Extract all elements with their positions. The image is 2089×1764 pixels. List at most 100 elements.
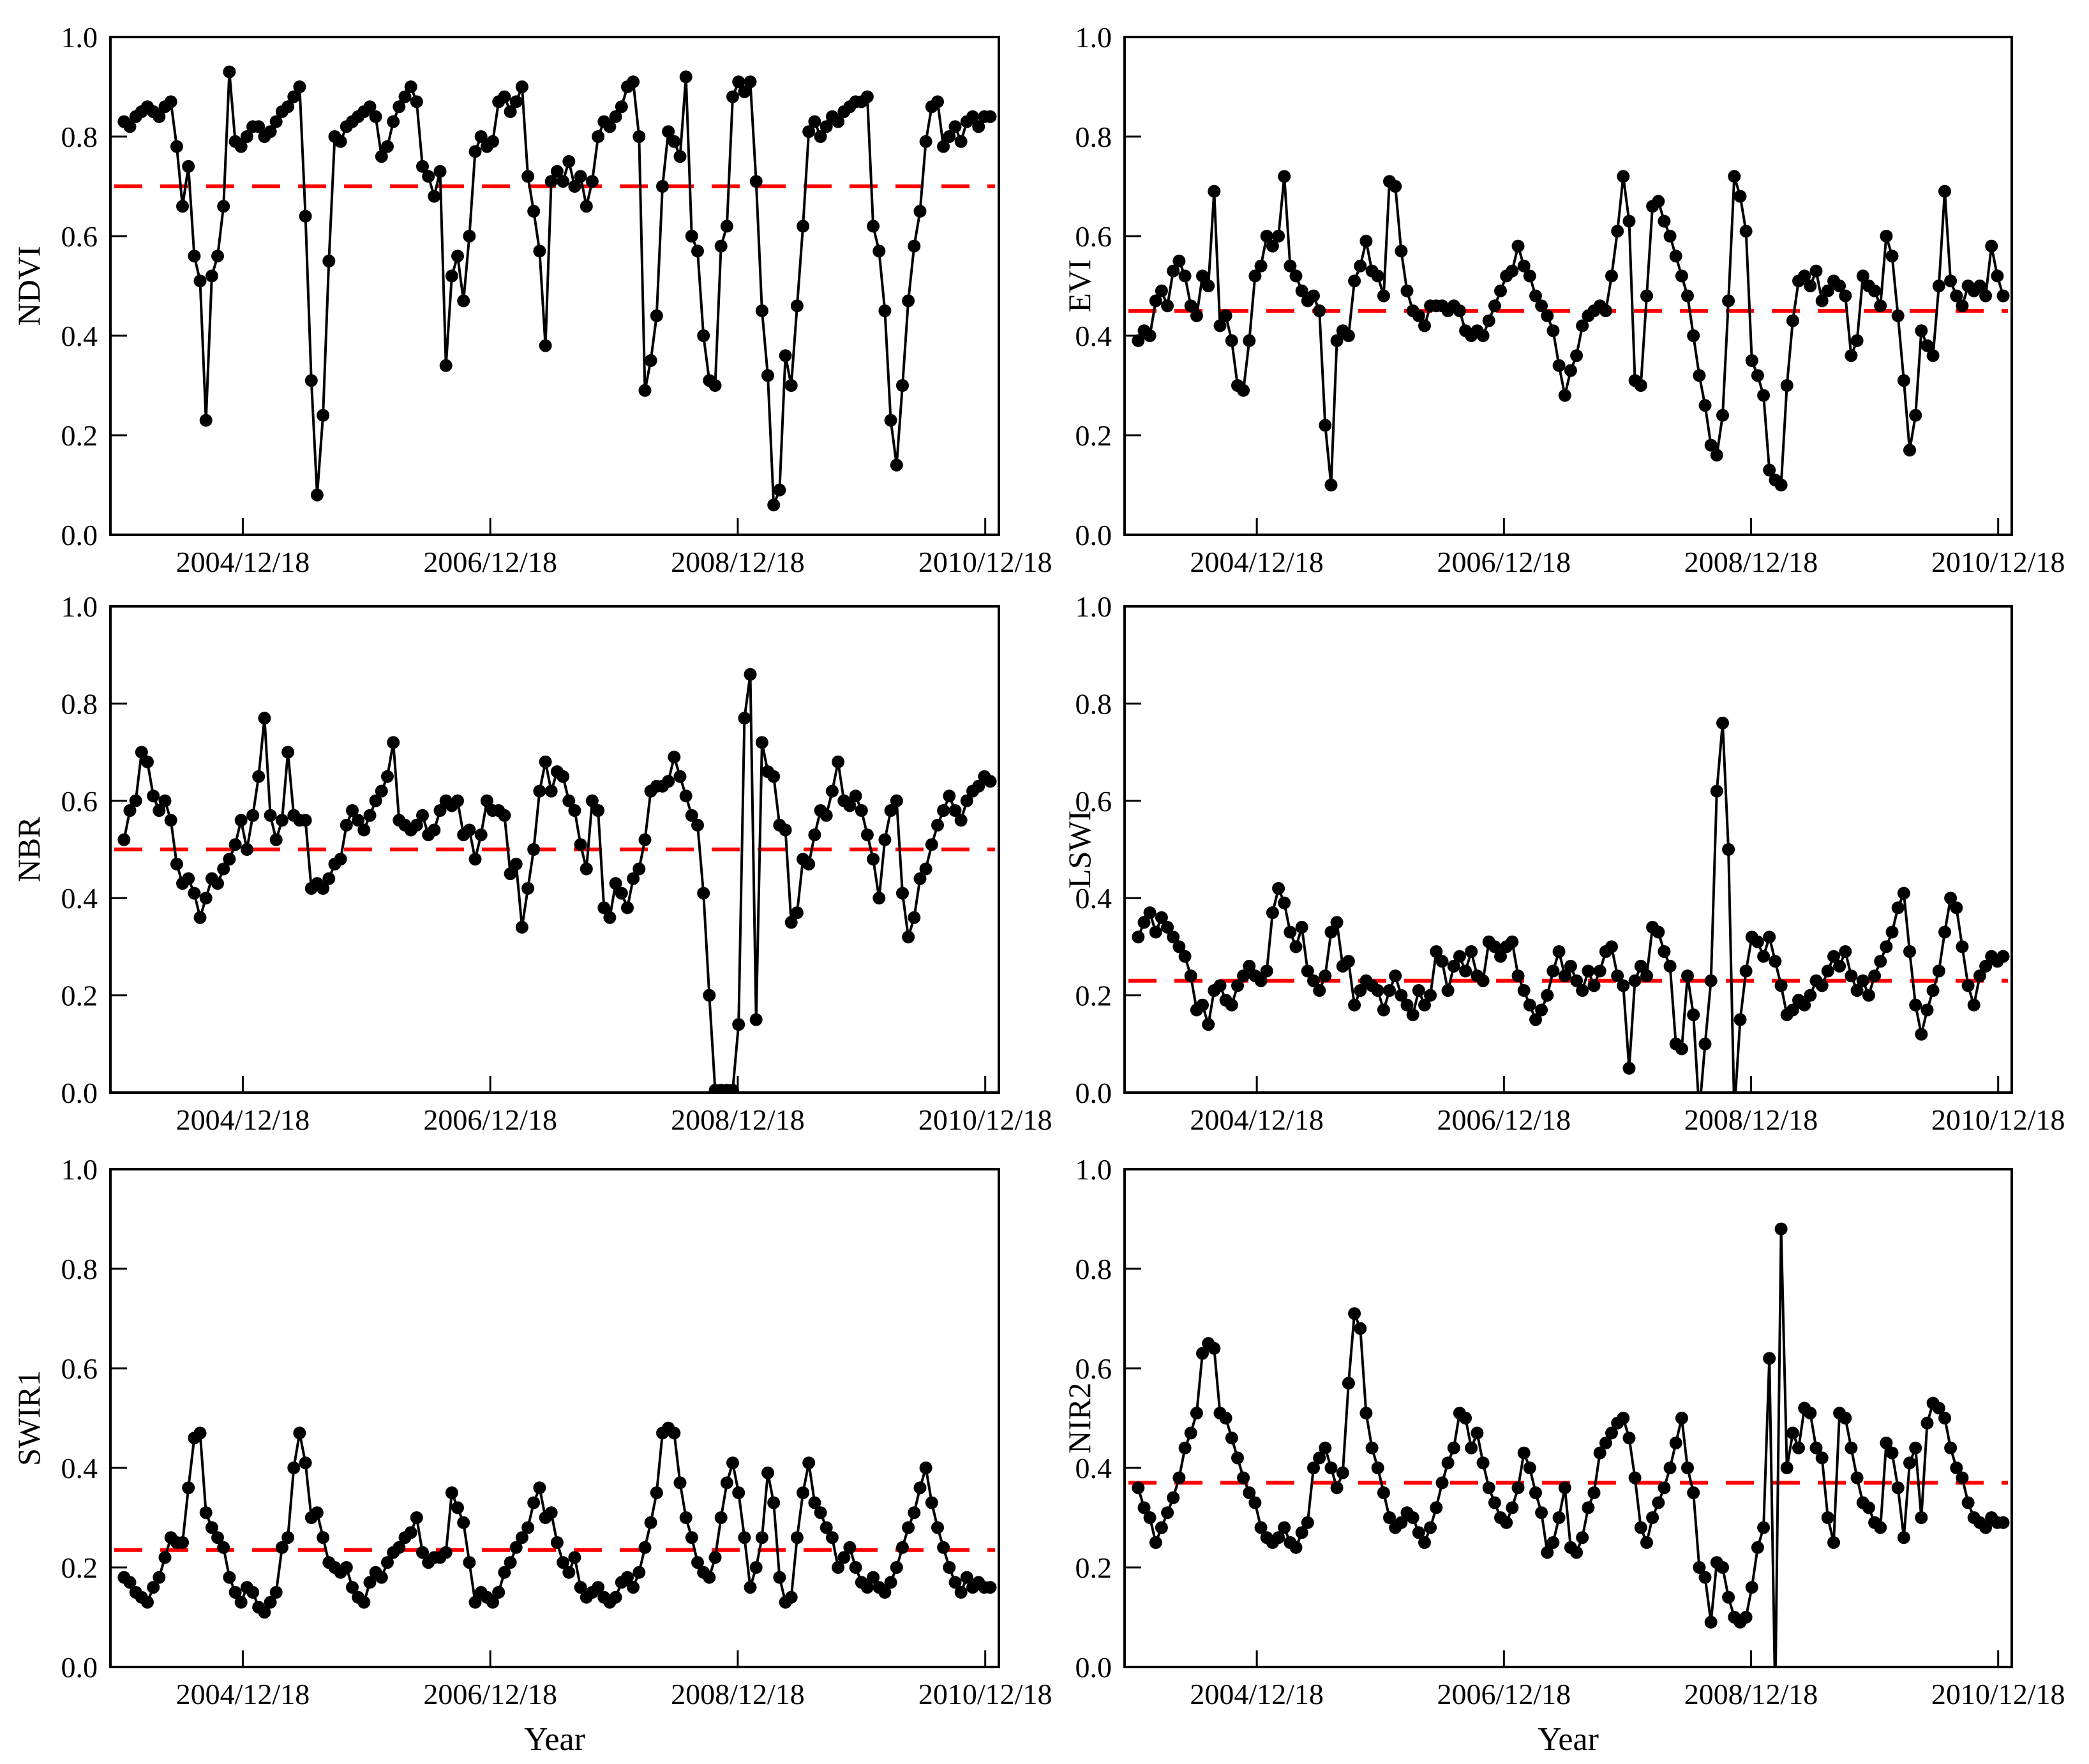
data-point xyxy=(896,1541,909,1554)
data-point xyxy=(1535,1506,1548,1520)
data-point xyxy=(375,1571,388,1584)
data-point xyxy=(363,1576,377,1589)
data-point xyxy=(317,882,330,895)
y-tick-label: 0.4 xyxy=(61,1452,98,1484)
data-point xyxy=(1435,955,1449,968)
data-point xyxy=(1132,1481,1145,1495)
data-point xyxy=(381,770,394,783)
data-point xyxy=(1839,945,1852,958)
data-point xyxy=(592,804,605,817)
series-line xyxy=(123,71,991,505)
data-point xyxy=(170,857,183,871)
data-point xyxy=(527,1496,541,1509)
data-point xyxy=(1757,389,1771,402)
x-tick-label: 2004/12/18 xyxy=(176,1103,310,1136)
plot-border xyxy=(109,36,1000,536)
data-point xyxy=(1535,1003,1548,1017)
data-point xyxy=(1996,950,2010,963)
data-point xyxy=(1944,892,1958,905)
y-tick-label: 0.8 xyxy=(1075,1253,1112,1285)
data-point xyxy=(1523,1461,1536,1474)
data-point xyxy=(1494,284,1507,297)
data-point xyxy=(1225,998,1238,1012)
data-point xyxy=(468,853,482,866)
plot-border xyxy=(109,1168,1000,1668)
data-point xyxy=(1827,950,1840,963)
data-point xyxy=(1956,1471,1969,1484)
data-point xyxy=(398,90,412,103)
series-ndvi xyxy=(117,65,997,512)
data-point xyxy=(252,120,266,133)
data-point xyxy=(1418,1536,1431,1549)
data-point xyxy=(1845,969,1858,983)
data-point xyxy=(1319,969,1332,983)
data-point xyxy=(498,1566,511,1579)
data-point xyxy=(1739,225,1753,238)
data-point xyxy=(784,379,798,392)
data-point xyxy=(463,823,476,837)
data-point xyxy=(1915,324,1928,338)
data-point xyxy=(293,80,306,93)
data-point xyxy=(784,916,798,929)
data-point xyxy=(1646,1511,1659,1524)
data-point xyxy=(281,100,295,114)
data-point xyxy=(913,1481,927,1495)
data-point xyxy=(1739,964,1753,978)
data-point xyxy=(1178,950,1192,963)
data-point xyxy=(908,1506,921,1520)
data-point xyxy=(422,170,435,183)
data-point xyxy=(1622,214,1636,228)
data-point xyxy=(697,329,710,342)
data-point xyxy=(304,374,318,387)
data-point xyxy=(685,230,698,243)
data-point xyxy=(387,736,400,749)
data-point xyxy=(1231,1451,1244,1465)
data-point xyxy=(1570,974,1584,987)
data-point xyxy=(193,274,207,288)
data-point xyxy=(129,794,142,807)
data-point xyxy=(1278,170,1291,183)
data-point xyxy=(925,1496,938,1509)
data-point xyxy=(1137,1501,1151,1514)
data-point xyxy=(357,1596,371,1609)
data-point xyxy=(1243,334,1256,347)
data-point xyxy=(1640,289,1653,303)
x-tick-label: 2008/12/18 xyxy=(671,1678,805,1710)
data-point xyxy=(1669,1437,1682,1449)
data-point xyxy=(468,1596,482,1609)
data-point xyxy=(539,755,552,768)
data-point xyxy=(404,80,417,93)
data-point xyxy=(533,244,546,258)
data-point xyxy=(199,414,213,427)
data-point xyxy=(1476,974,1490,987)
data-point xyxy=(1815,294,1829,308)
data-point xyxy=(685,1531,698,1544)
data-point xyxy=(1202,1018,1215,1031)
series-lswi xyxy=(1132,716,2010,1093)
data-point xyxy=(603,911,617,924)
data-point xyxy=(199,1506,213,1520)
data-point xyxy=(1330,1481,1344,1495)
data-point xyxy=(550,1536,564,1549)
data-point xyxy=(656,180,669,193)
data-point xyxy=(1769,955,1782,968)
data-point xyxy=(597,901,611,915)
data-point xyxy=(790,299,804,313)
data-point xyxy=(1511,969,1525,983)
data-point xyxy=(1506,935,1519,948)
data-point xyxy=(878,833,892,846)
data-point xyxy=(960,794,973,807)
panel-swir1: 0.0 0.2 0.4 0.6 0.8 1.0 2004/12/18 2006/12/18 20… xyxy=(11,1153,1052,1758)
data-point xyxy=(1979,1521,1993,1534)
data-point xyxy=(749,1013,763,1026)
data-point xyxy=(433,804,447,817)
data-point xyxy=(633,862,646,876)
data-point xyxy=(860,90,874,103)
data-point xyxy=(1260,964,1273,978)
data-point xyxy=(1517,259,1531,273)
data-point xyxy=(779,823,792,837)
y-axis-label: EVI xyxy=(1061,259,1097,312)
y-axis-label: NBR xyxy=(11,816,47,882)
data-point xyxy=(1909,408,1922,422)
